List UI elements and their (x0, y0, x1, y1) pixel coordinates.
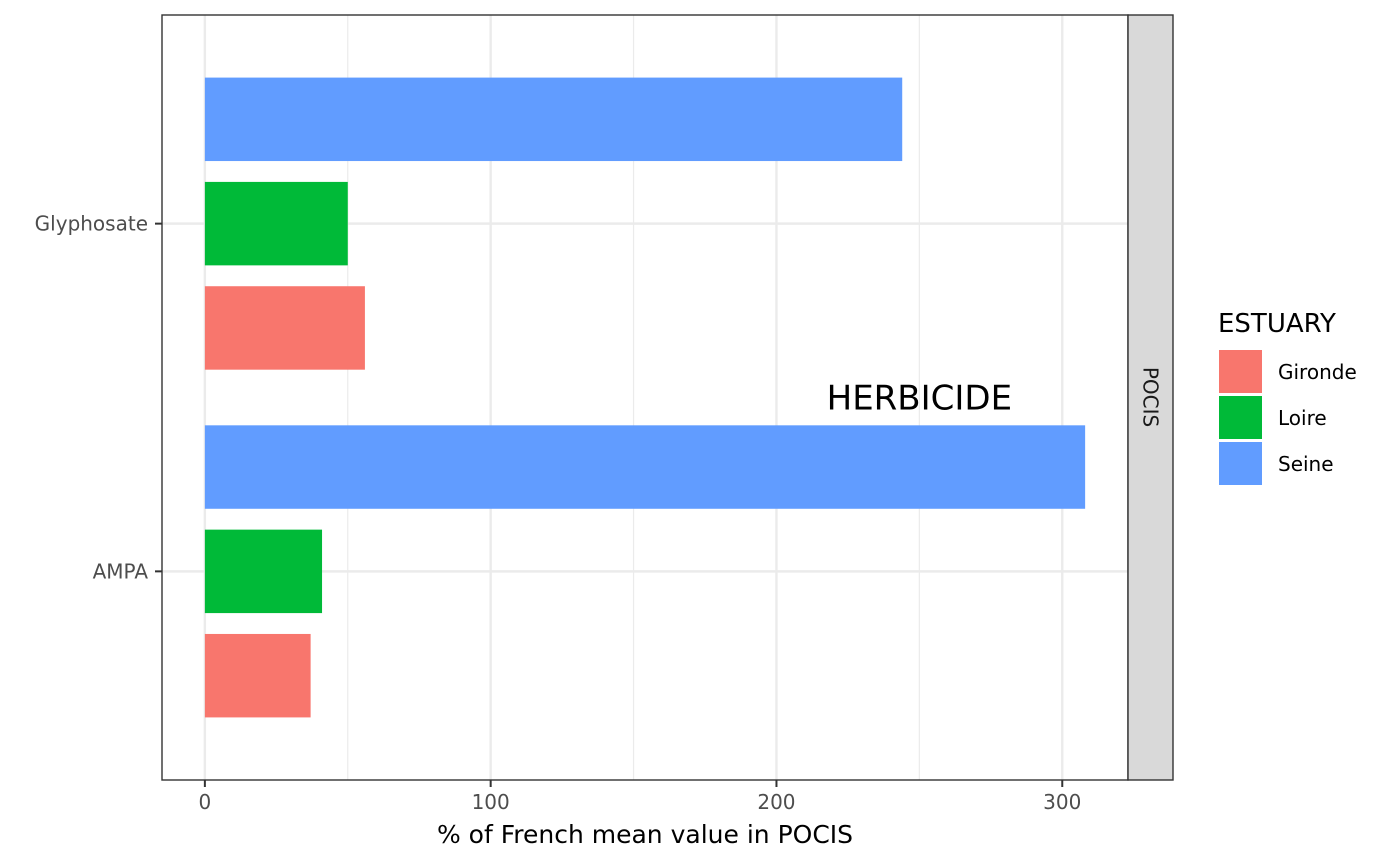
bar-glyphosate-gironde (204, 286, 365, 370)
x-axis: 0 100 200 300 (199, 780, 1081, 814)
legend-label-seine: Seine (1278, 452, 1334, 476)
bars (204, 77, 1086, 718)
facet-strip-label: POCIS (1139, 367, 1163, 427)
bar-ampa-loire (204, 529, 323, 614)
x-axis-title: % of French mean value in POCIS (437, 820, 853, 849)
bar-glyphosate-seine (204, 77, 903, 162)
bar-ampa-gironde (204, 633, 311, 718)
annotation-label: HERBICIDE (827, 379, 1012, 419)
legend-swatch-gironde (1219, 350, 1262, 393)
legend-swatch-seine (1219, 442, 1262, 485)
x-tick-label: 100 (472, 790, 510, 814)
x-tick-label: 300 (1043, 790, 1081, 814)
x-tick-label: 0 (199, 790, 212, 814)
legend: ESTUARY Gironde Loire Seine (1218, 309, 1357, 485)
y-axis: Glyphosate AMPA (35, 212, 162, 583)
x-tick-label: 200 (757, 790, 795, 814)
legend-label-gironde: Gironde (1278, 360, 1357, 384)
bar-glyphosate-loire (204, 181, 348, 266)
y-tick-label: AMPA (93, 559, 149, 583)
legend-title: ESTUARY (1218, 309, 1336, 339)
legend-label-loire: Loire (1278, 406, 1327, 430)
facet-strip (1127, 14, 1174, 781)
legend-items: Gironde Loire Seine (1219, 350, 1357, 485)
y-tick-label: Glyphosate (35, 212, 148, 236)
legend-swatch-loire (1219, 396, 1262, 439)
bar-ampa-seine (204, 425, 1086, 509)
